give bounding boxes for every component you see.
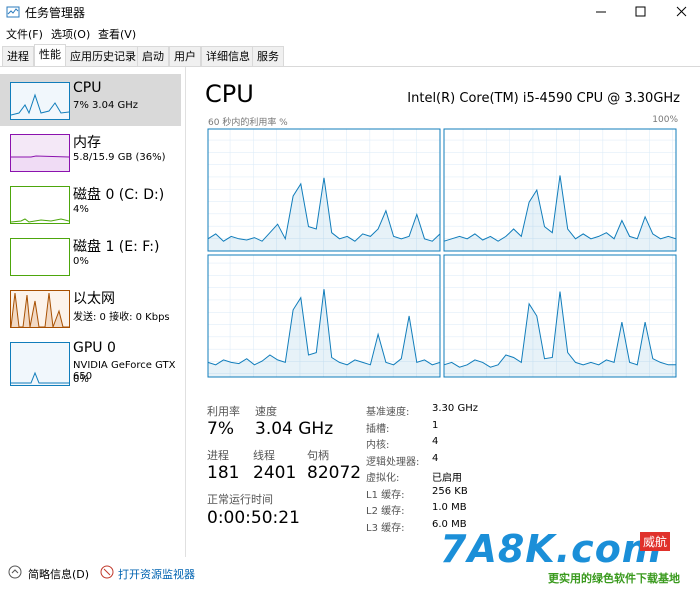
- spec-label: 内核:: [366, 440, 390, 451]
- core-graph-bg: [207, 128, 441, 252]
- tab-divider: [0, 66, 700, 67]
- spec-value: 256 KB: [432, 485, 468, 497]
- core-area: [444, 291, 676, 377]
- spec-value: 4: [432, 452, 439, 464]
- watermark-badge: 威航: [640, 532, 671, 551]
- tab[interactable]: 详细信息: [201, 46, 255, 66]
- pane-divider: [185, 67, 186, 557]
- spec-value: 6.0 MB: [432, 518, 467, 530]
- window-controls[interactable]: [580, 0, 700, 24]
- spec-label: 插槽:: [366, 423, 390, 435]
- stat-label: 正常运行时间: [207, 493, 273, 506]
- item-detail: 0%: [73, 374, 89, 385]
- graph-label: 60 秒内的利用率 %: [208, 118, 288, 128]
- sidebar-item-selected[interactable]: CPU 7% 3.04 GHz: [0, 74, 181, 126]
- stat-value: 2401: [253, 463, 297, 483]
- tab[interactable]: 进程: [2, 46, 34, 66]
- app-icon: [6, 6, 20, 18]
- thumbnail: [10, 238, 70, 276]
- watermark-logo: 7A8K.com: [440, 527, 663, 571]
- item-detail: NVIDIA GeForce GTX 650: [73, 360, 176, 382]
- sidebar-item[interactable]: GPU 0 NVIDIA GeForce GTX 650 0%: [0, 334, 181, 392]
- spec-value: 4: [432, 436, 439, 447]
- sidebar-item[interactable]: 内存 5.8/15.9 GB (36%): [0, 126, 181, 178]
- resource-monitor-link[interactable]: 打开资源监视器: [118, 568, 195, 581]
- menu-item[interactable]: 文件(F): [6, 28, 43, 41]
- item-detail: 5.8/15.9 GB (36%): [73, 152, 166, 163]
- item-name: 磁盘 1 (E: F:): [73, 239, 160, 255]
- item-name: GPU 0: [73, 340, 116, 356]
- stat-label: 利用率: [207, 405, 240, 418]
- spec-value: 1.0 MB: [432, 502, 467, 513]
- sidebar-item[interactable]: 以太网 发送: 0 接收: 0 Kbps: [0, 282, 181, 334]
- stat-value: 3.04 GHz: [255, 419, 334, 439]
- sidebar-item[interactable]: 磁盘 1 (E: F:) 0%: [0, 230, 181, 282]
- collapse-icon[interactable]: [8, 565, 22, 579]
- monitor-icon: [100, 565, 114, 579]
- core-area: [444, 175, 676, 251]
- spec-value: 已启用: [432, 473, 462, 484]
- item-detail: 7% 3.04 GHz: [73, 100, 139, 111]
- thumbnail: [10, 290, 70, 328]
- item-detail: 0%: [73, 256, 89, 267]
- menu-item[interactable]: 选项(O): [51, 28, 91, 41]
- thumbnail: [10, 134, 70, 172]
- item-name: 内存: [73, 135, 101, 151]
- core-graph-bg: [443, 128, 677, 252]
- item-name: CPU: [73, 80, 102, 96]
- fewer-details[interactable]: 简略信息(D): [28, 568, 90, 581]
- item-name: 磁盘 0 (C: D:): [73, 187, 165, 203]
- tab[interactable]: 用户: [169, 46, 201, 66]
- watermark-slogan: 更实用的绿色软件下载基地: [548, 572, 680, 585]
- core-area: [208, 177, 440, 251]
- core-line: [207, 289, 441, 366]
- spec-value: 1: [432, 419, 439, 431]
- spec-label: 逻辑处理器:: [366, 456, 420, 468]
- item-detail: 发送: 0 接收: 0 Kbps: [73, 312, 170, 323]
- tab[interactable]: 启动: [137, 46, 169, 66]
- thumbnail: [10, 82, 70, 120]
- graph-max: 100%: [652, 115, 678, 125]
- stat-label: 进程: [207, 449, 229, 462]
- stat-value: 0:00:50:21: [207, 508, 300, 528]
- core-line: [443, 175, 677, 242]
- window-title: 任务管理器: [25, 6, 86, 20]
- stat-value: 7%: [207, 419, 234, 439]
- sidebar-item[interactable]: 磁盘 0 (C: D:) 4%: [0, 178, 181, 230]
- tab-selected[interactable]: 性能: [34, 44, 66, 67]
- cpu-model: Intel(R) Core(TM) i5-4590 CPU @ 3.30GHz: [407, 91, 680, 106]
- thumbnail: [10, 342, 70, 386]
- stat-value: 181: [207, 463, 240, 483]
- item-detail: 4%: [73, 204, 89, 215]
- spec-label: 虚拟化:: [366, 473, 400, 484]
- core-graph-bg: [443, 254, 677, 378]
- item-name: 以太网: [73, 291, 115, 307]
- menu-item[interactable]: 查看(V): [98, 28, 137, 41]
- stat-value: 82072: [307, 463, 362, 483]
- cpu-graphs: [207, 128, 677, 378]
- core-area: [208, 289, 440, 377]
- tab[interactable]: 应用历史记录: [65, 46, 141, 66]
- stat-label: 句柄: [307, 449, 329, 462]
- core-line: [443, 291, 676, 368]
- core-line: [207, 177, 441, 242]
- spec-label: L3 缓存:: [366, 522, 405, 534]
- main-title: CPU: [205, 80, 254, 108]
- stat-label: 速度: [255, 405, 277, 418]
- stat-label: 线程: [253, 449, 275, 462]
- spec-label: L1 缓存:: [366, 489, 405, 501]
- spec-label: L2 缓存:: [366, 506, 405, 517]
- spec-label: 基准速度:: [366, 407, 410, 418]
- thumbnail: [10, 186, 70, 224]
- spec-value: 3.30 GHz: [432, 403, 478, 414]
- tab[interactable]: 服务: [252, 46, 284, 66]
